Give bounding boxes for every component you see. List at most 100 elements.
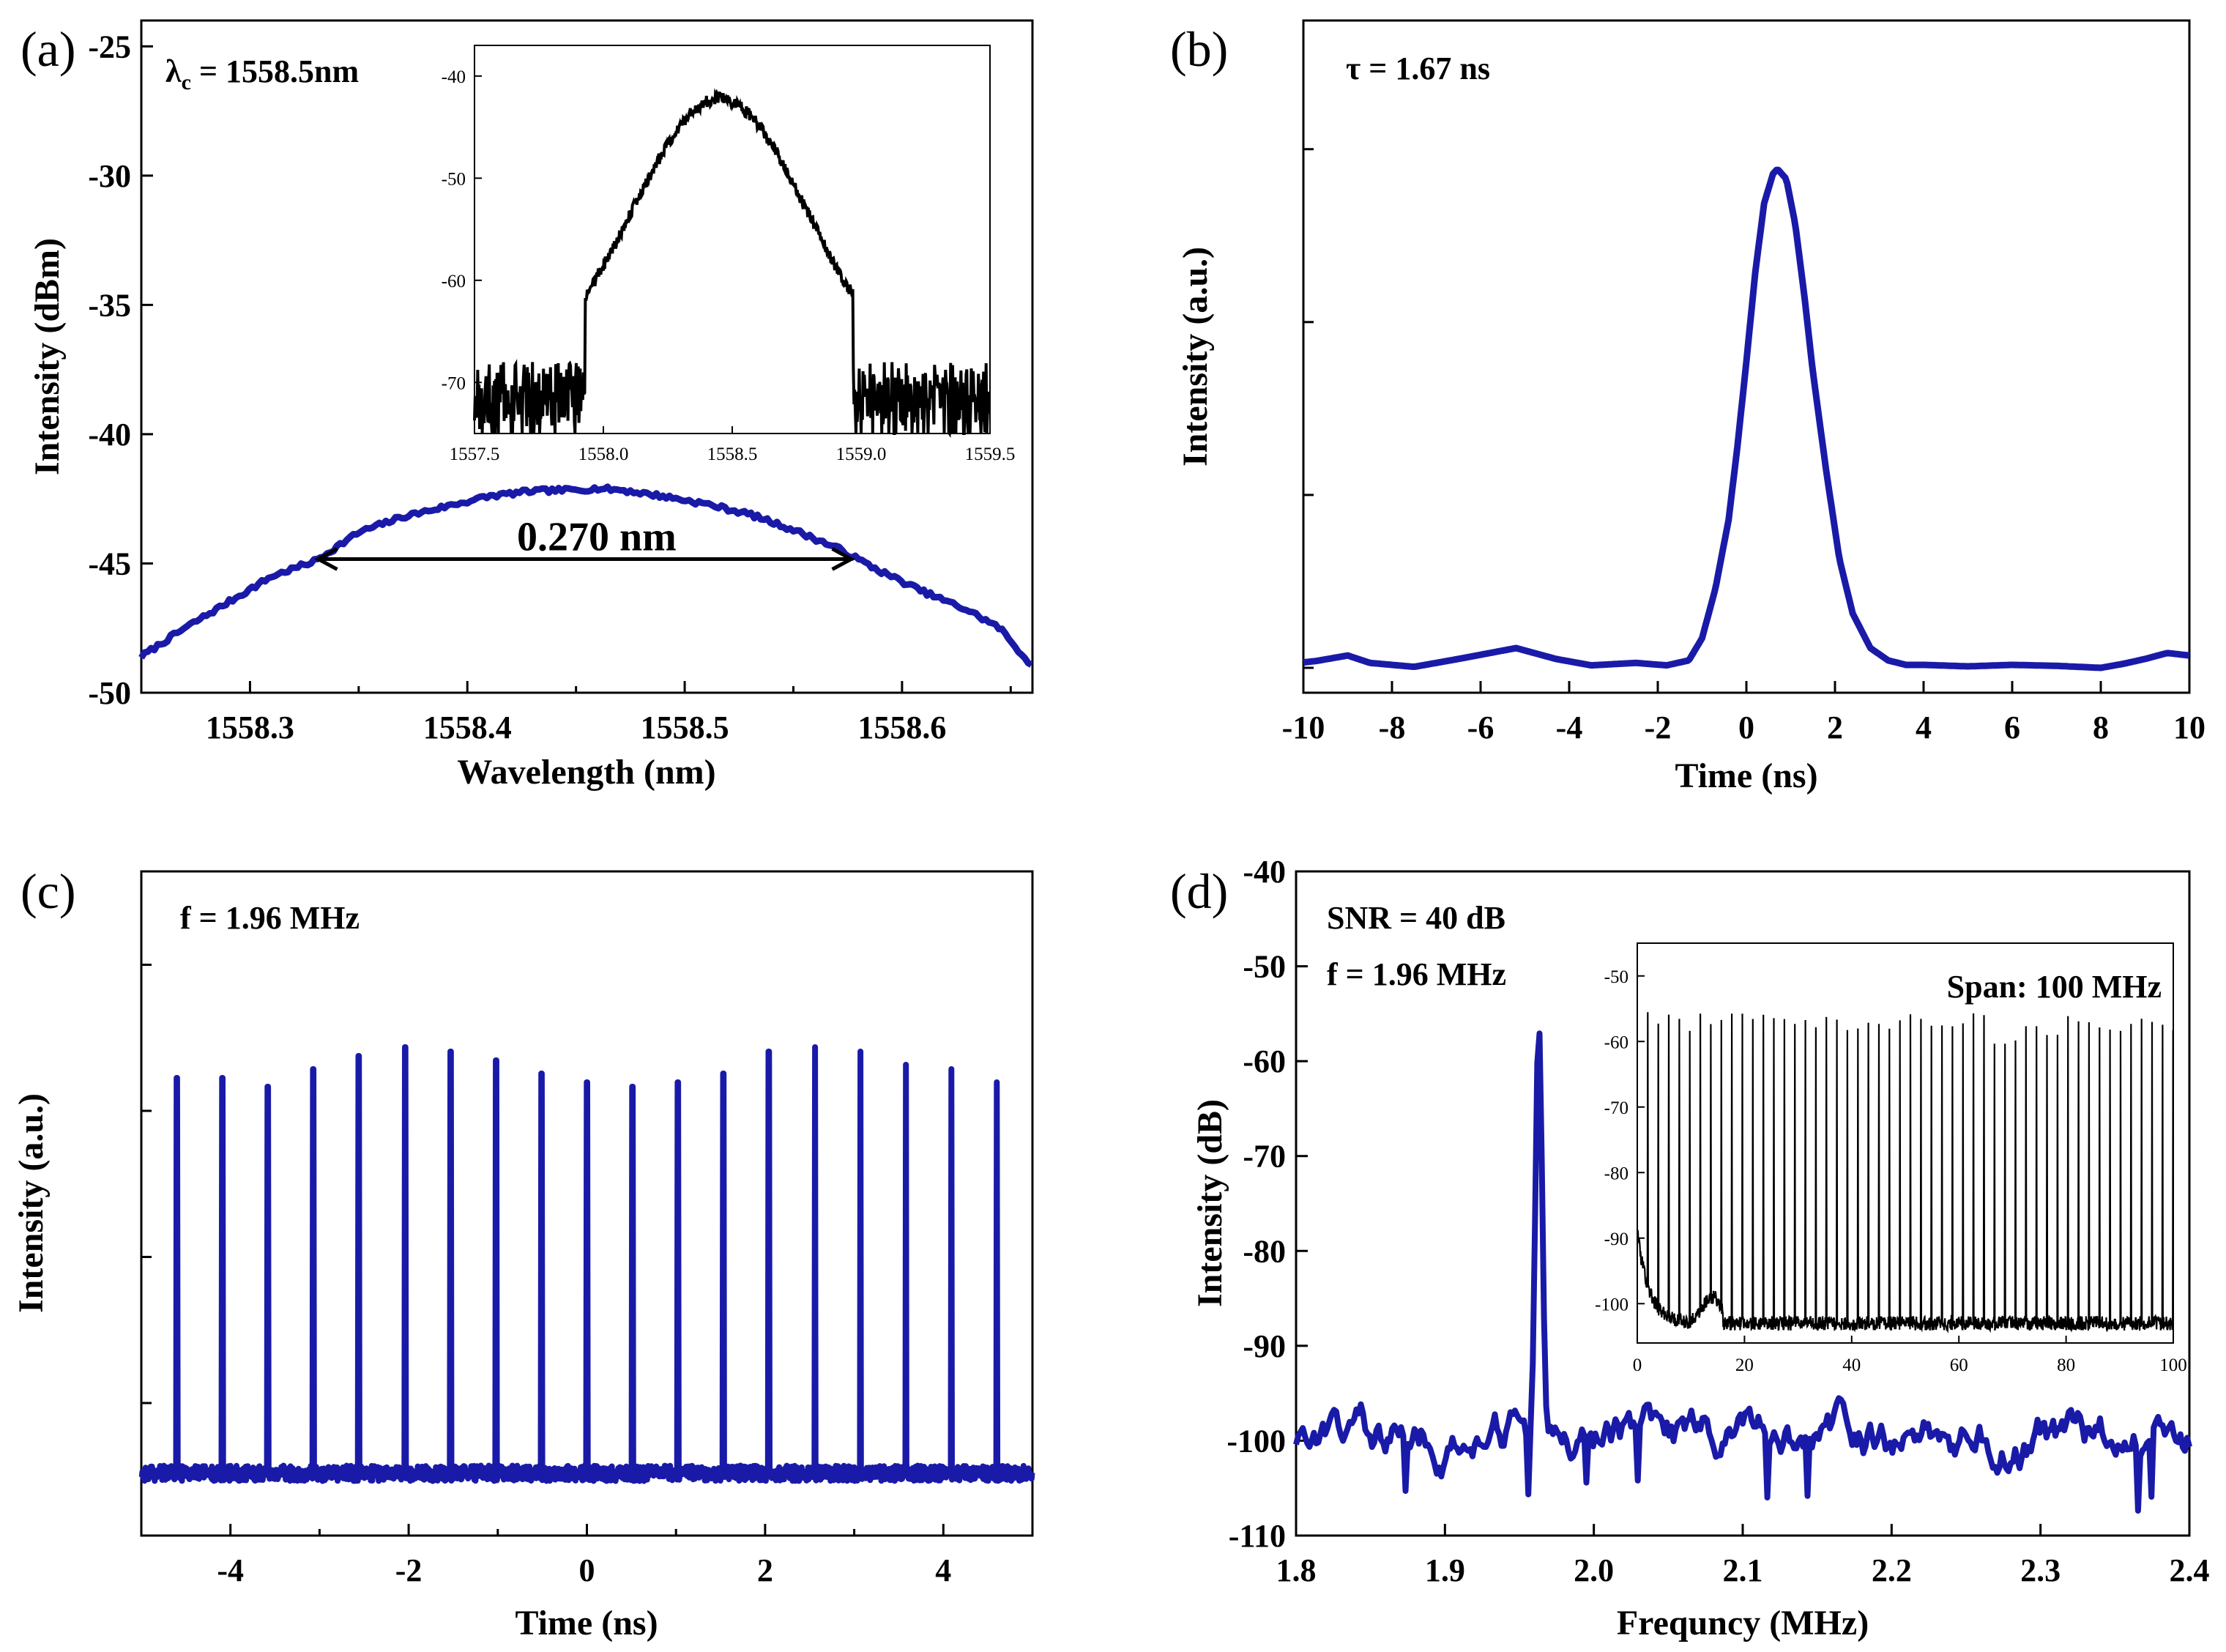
panel-a-spectrum-line	[138, 483, 1033, 668]
d-inset-ytick-label: -70	[1604, 1098, 1628, 1118]
a-ytick-label: -30	[88, 158, 131, 194]
a-inset-ytick-label: -60	[442, 272, 466, 291]
a-xtick-label: 1558.4	[423, 710, 512, 745]
d-xtick-label: 2.0	[1574, 1552, 1614, 1588]
b-xtick-label: 10	[2173, 710, 2205, 745]
lambda-symbol: λ	[165, 53, 182, 89]
c-xtick-label: 2	[757, 1552, 773, 1588]
b-xtick-label: 0	[1738, 710, 1754, 745]
d-ytick-label: -110	[1229, 1518, 1286, 1554]
d-xtick-label: 1.8	[1276, 1552, 1317, 1588]
d-xtick-label: 1.9	[1425, 1552, 1465, 1588]
panel-a-axes: 1558.3 1558.4 1558.5 1558.6 -50 -45 -40 -35 -30 -…	[88, 29, 1012, 745]
panel-d-snr-annotation: SNR = 40 dB	[1327, 900, 1505, 936]
panel-d-rf-spectrum-line	[1293, 1030, 2192, 1514]
a-inset-xtick-label: 1557.5	[450, 444, 500, 464]
d-ytick-label: -50	[1243, 949, 1286, 985]
panel-d-inset-frame	[1637, 942, 2174, 1344]
panel-a-xlabel: Wavelength (nm)	[457, 753, 715, 792]
fwhm-arrowhead-right	[831, 547, 855, 571]
d-ytick-label: -60	[1243, 1043, 1286, 1079]
lambda-value: = 1558.5nm	[191, 53, 359, 89]
panel-c: (c) -4 -2 0 2 4 f = 1.96 MHz Intensity (a.u.…	[12, 863, 1035, 1642]
d-inset-xtick-label: 80	[2057, 1355, 2075, 1375]
a-ytick-label: -50	[88, 675, 131, 711]
a-inset-xtick-label: 1558.5	[707, 444, 758, 464]
d-inset-ytick-label: -100	[1595, 1295, 1628, 1314]
panel-a-inset-spectrum	[473, 88, 991, 438]
c-xtick-label: -2	[395, 1552, 423, 1588]
panel-c-xlabel: Time (ns)	[515, 1604, 658, 1642]
fwhm-arrow	[314, 547, 855, 571]
a-inset-ytick-label: -40	[442, 67, 466, 87]
d-ytick-label: -40	[1243, 854, 1286, 890]
panel-label-a: (a)	[21, 21, 75, 77]
a-inset-xtick-label: 1558.0	[578, 444, 629, 464]
d-inset-xtick-label: 20	[1735, 1355, 1754, 1375]
panel-a: (a) 1558.3 1558.4 1558.5 1558.6 -50 -45 -40 -35…	[21, 19, 1034, 792]
d-ytick-label: -80	[1243, 1233, 1286, 1269]
lambda-subscript: c	[182, 70, 191, 94]
d-xtick-label: 2.3	[2020, 1552, 2061, 1588]
panel-d-inset-axes: 0 20 40 60 80 100 -100 -90 -80 -70 -60 -50	[1595, 967, 2187, 1375]
panel-label-c: (c)	[21, 863, 75, 919]
d-inset-xtick-label: 40	[1842, 1355, 1861, 1375]
panel-d-freq-annotation: f = 1.96 MHz	[1327, 956, 1506, 992]
panel-a-annotation: λc = 1558.5nm	[165, 53, 359, 94]
d-inset-ytick-label: -90	[1604, 1229, 1628, 1249]
d-inset-ytick-label: -80	[1604, 1164, 1628, 1183]
a-ytick-label: -45	[88, 546, 131, 581]
a-xtick-label: 1558.6	[857, 710, 946, 745]
panel-a-inset-axes: 1557.5 1558.0 1558.5 1559.0 1559.5 -70 -60 -50 -…	[442, 67, 1016, 464]
panel-c-pulse-train-line	[138, 1044, 1035, 1484]
fwhm-label: 0.270 nm	[517, 514, 677, 559]
panel-d-ylabel: Intensity (dB)	[1191, 1099, 1229, 1307]
b-xtick-label: -10	[1282, 710, 1325, 745]
d-inset-xtick-label: 0	[1633, 1355, 1642, 1375]
d-inset-ytick-label: -50	[1604, 967, 1628, 987]
panel-a-frame	[140, 19, 1034, 694]
c-xtick-label: 0	[579, 1552, 595, 1588]
a-xtick-label: 1558.3	[206, 710, 294, 745]
d-ytick-label: -100	[1226, 1423, 1286, 1459]
panel-b-axes: -10 -8 -6 -4 -2 0 2 4 6 8 10	[1282, 148, 2205, 745]
b-xtick-label: 8	[2093, 710, 2109, 745]
panel-d-inset: 0 20 40 60 80 100 -100 -90 -80 -70 -60 -50 Span: 10…	[1595, 942, 2187, 1375]
panel-a-inset: 1557.5 1558.0 1558.5 1559.0 1559.5 -70 -60 -50 -…	[442, 45, 1016, 464]
d-xtick-label: 2.2	[1872, 1552, 1912, 1588]
d-ytick-label: -90	[1243, 1328, 1286, 1364]
a-inset-ytick-label: -70	[442, 373, 466, 393]
panel-label-d: (d)	[1170, 863, 1228, 919]
panel-c-axes: -4 -2 0 2 4	[140, 964, 1034, 1588]
d-xtick-label: 2.4	[2170, 1552, 2210, 1588]
panel-b: (b) -10 -8 -6 -4 -2 0 2 4 6 8 10 τ = 1.67 ns Inten…	[1170, 19, 2205, 795]
panel-a-ylabel: Intensity (dBm)	[28, 238, 67, 475]
b-xtick-label: -2	[1645, 710, 1672, 745]
b-xtick-label: -8	[1379, 710, 1406, 745]
a-ytick-label: -40	[88, 417, 131, 453]
c-xtick-label: -4	[217, 1552, 244, 1588]
a-inset-xtick-label: 1559.0	[836, 444, 887, 464]
panel-d-inset-span-label: Span: 100 MHz	[1947, 969, 2162, 1005]
panel-c-annotation: f = 1.96 MHz	[180, 900, 360, 936]
panel-b-ylabel: Intensity (a.u.)	[1176, 247, 1215, 466]
panel-b-annotation: τ = 1.67 ns	[1346, 51, 1490, 86]
d-ytick-label: -70	[1243, 1139, 1286, 1175]
b-xtick-label: 2	[1827, 710, 1843, 745]
a-inset-xtick-label: 1559.5	[965, 444, 1016, 464]
panel-b-pulse-line	[1301, 166, 2192, 671]
d-inset-ytick-label: -60	[1604, 1032, 1628, 1052]
panel-label-b: (b)	[1170, 21, 1228, 77]
b-xtick-label: -6	[1467, 710, 1494, 745]
a-xtick-label: 1558.5	[641, 710, 729, 745]
d-inset-xtick-label: 100	[2159, 1355, 2187, 1375]
d-inset-xtick-label: 60	[1950, 1355, 1968, 1375]
b-xtick-label: 6	[2004, 710, 2020, 745]
a-ytick-label: -25	[88, 29, 131, 64]
panel-d-inset-harmonics	[1636, 1012, 2174, 1333]
d-xtick-label: 2.1	[1723, 1552, 1763, 1588]
b-xtick-label: 4	[1916, 710, 1932, 745]
a-ytick-label: -35	[88, 287, 131, 323]
c-xtick-label: 4	[935, 1552, 951, 1588]
